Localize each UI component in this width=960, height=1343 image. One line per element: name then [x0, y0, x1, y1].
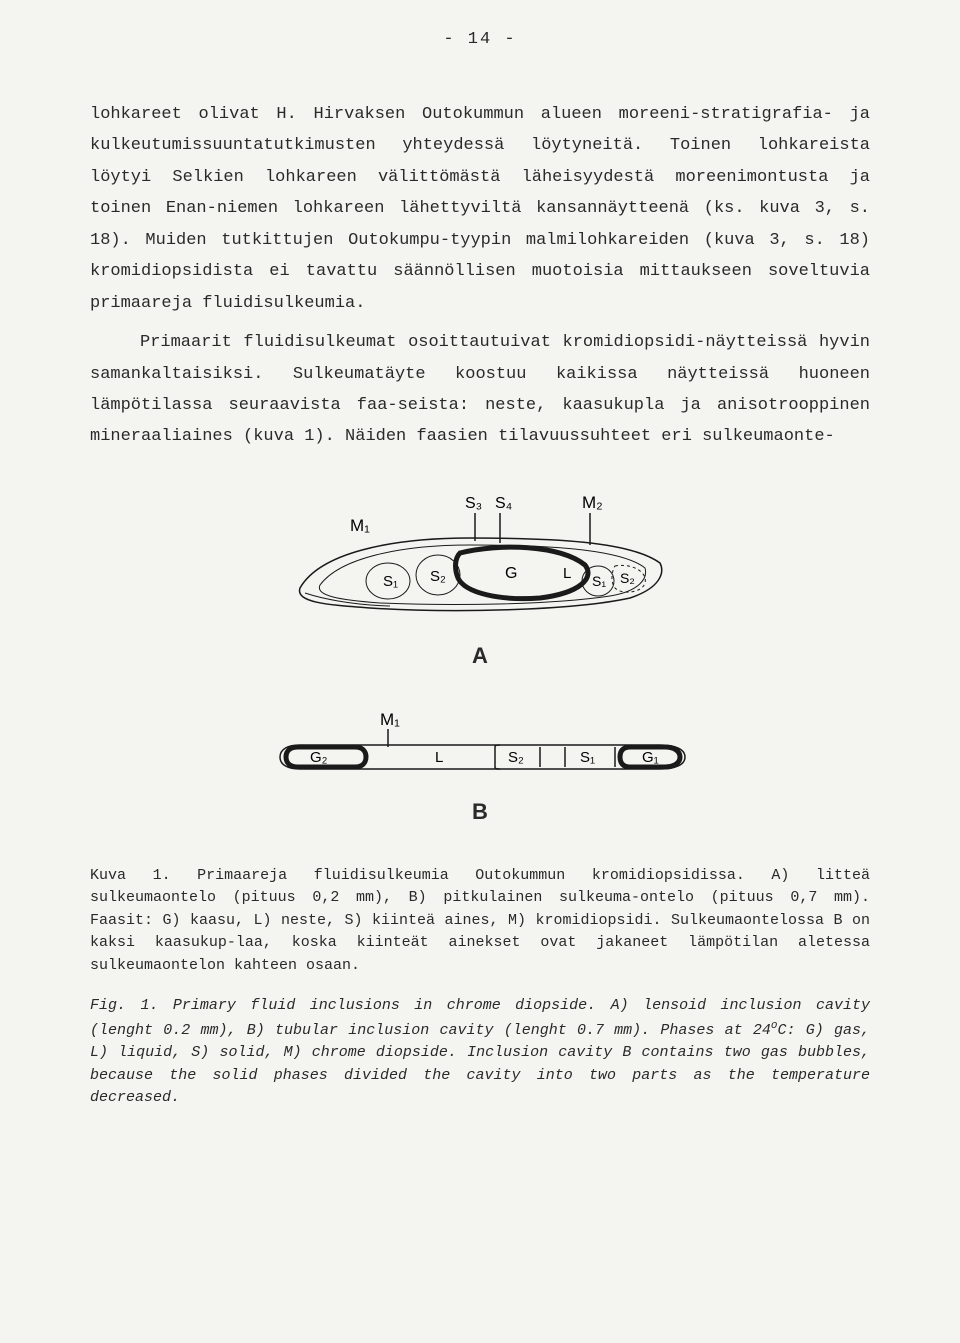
label-m2: M₂	[582, 493, 603, 512]
label-s1-right: S₁	[592, 573, 606, 589]
label-l: L	[563, 565, 571, 582]
figure-a-diagram: S₁ S₂ G L S₁ S₂ S₃ S₄ M₁ M₂	[270, 493, 690, 633]
caption-en-pre: Fig. 1. Primary fluid inclusions in chro…	[90, 997, 870, 1039]
figure-b-label: B	[90, 799, 870, 825]
label-s1-b: S₁	[580, 749, 595, 766]
label-s2-b: S₂	[508, 749, 524, 766]
label-s3: S₃	[465, 495, 482, 512]
figure-a-container: S₁ S₂ G L S₁ S₂ S₃ S₄ M₁ M₂ A	[90, 493, 870, 669]
label-s1-left: S₁	[383, 573, 398, 590]
label-g2: G₂	[310, 749, 328, 766]
figure-a-label: A	[90, 643, 870, 669]
paragraph-1: lohkareet olivat H. Hirvaksen Outokummun…	[90, 99, 870, 319]
label-s4: S₄	[495, 495, 512, 512]
label-m1-b: M₁	[380, 710, 400, 729]
caption-block: Kuva 1. Primaareja fluidisulkeumia Outok…	[90, 865, 870, 1110]
page-number: - 14 -	[90, 30, 870, 49]
caption-english: Fig. 1. Primary fluid inclusions in chro…	[90, 995, 870, 1110]
figure-b-diagram: M₁ G₂ L S₂ S₁ G₁	[260, 709, 700, 789]
label-m1-a: M₁	[350, 516, 370, 535]
label-s2-left: S₂	[430, 568, 446, 585]
paragraph-2: Primaarit fluidisulkeumat osoittautuivat…	[90, 327, 870, 453]
caption-en-sup: o	[771, 1020, 778, 1032]
caption-finnish: Kuva 1. Primaareja fluidisulkeumia Outok…	[90, 865, 870, 978]
label-g: G	[505, 565, 517, 582]
label-s2-right: S₂	[620, 570, 635, 586]
label-g1: G₁	[642, 749, 659, 766]
figure-b-container: M₁ G₂ L S₂ S₁ G₁ B	[90, 709, 870, 825]
label-l-b: L	[435, 749, 443, 766]
